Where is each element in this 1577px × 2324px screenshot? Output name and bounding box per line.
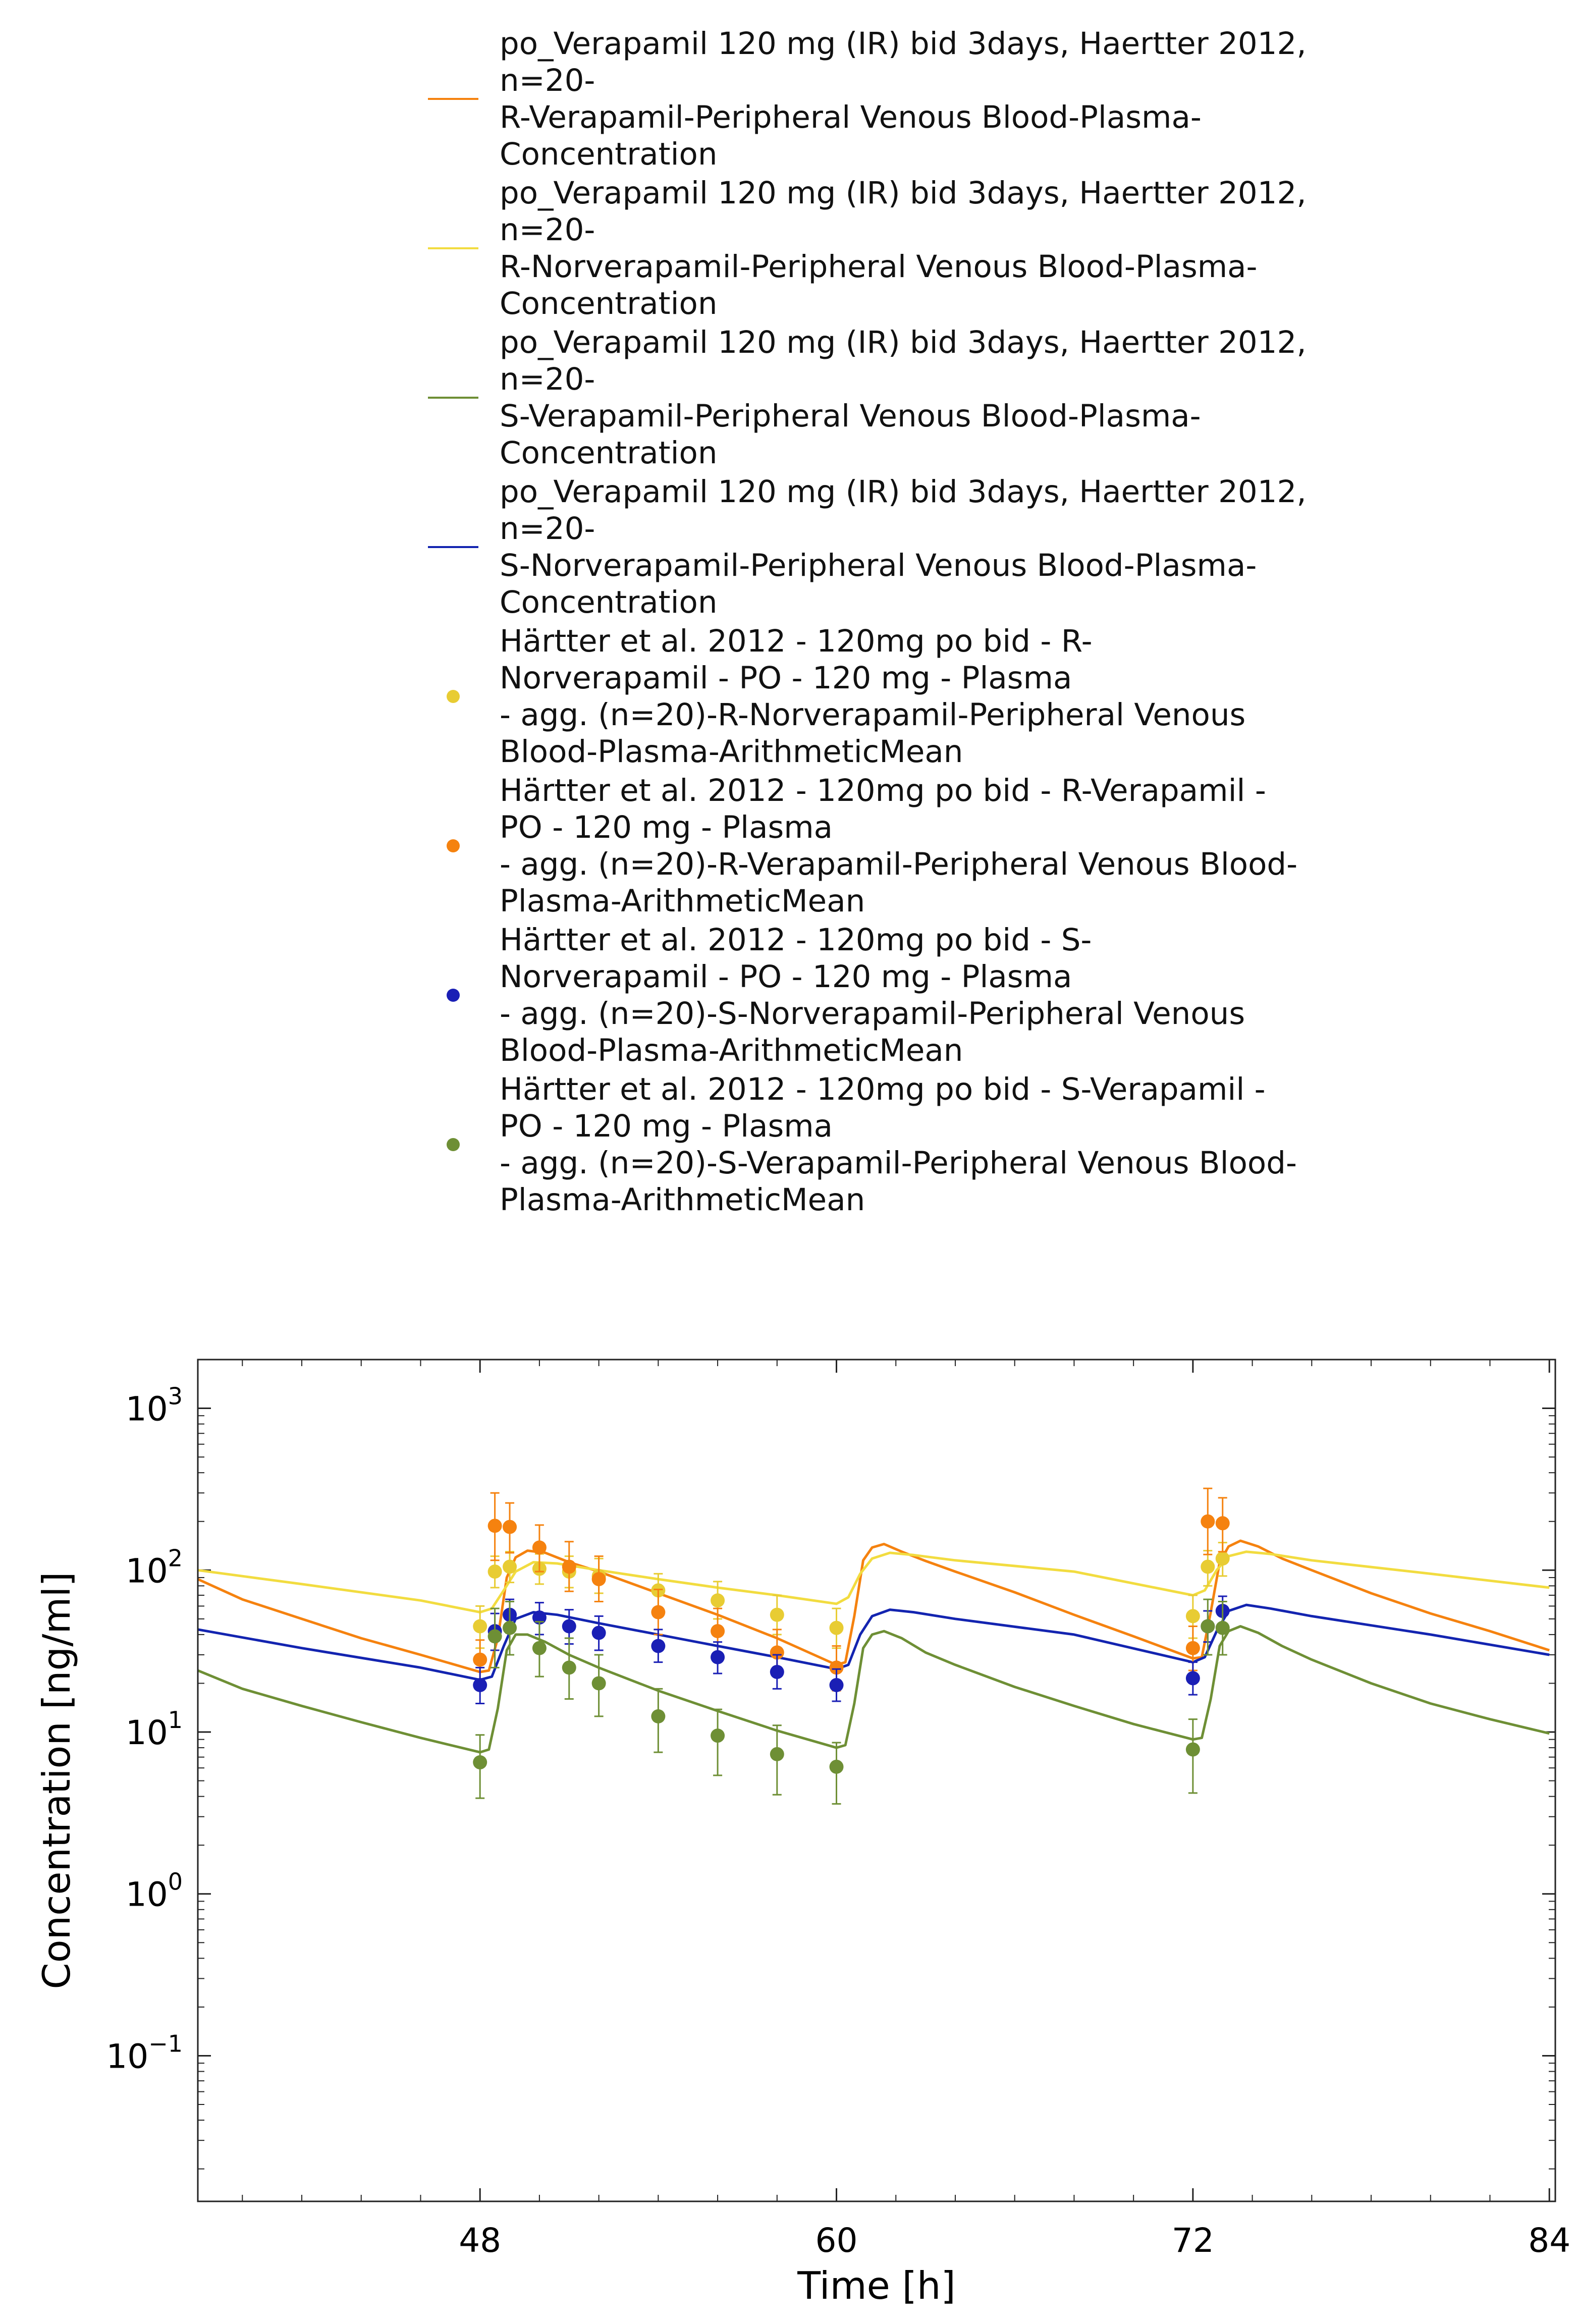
data-point	[503, 1620, 517, 1635]
data-point	[770, 1607, 784, 1622]
legend-line-swatch	[428, 397, 478, 399]
data-point	[1185, 1609, 1200, 1624]
data-point	[562, 1619, 576, 1634]
data-point	[473, 1652, 487, 1667]
axis-labels: 48 60 72 84 10−1 100 101 102 103 Time [h] Concentr…	[34, 1383, 1570, 2308]
y-tick-label: 100	[126, 1868, 183, 1914]
data-point	[829, 1660, 844, 1675]
x-tick-label: 72	[1172, 2221, 1214, 2260]
legend-label: Härtter et al. 2012 - 120mg po bid - S- …	[500, 922, 1245, 1068]
x-axis-title: Time [h]	[797, 2263, 955, 2308]
data-point	[651, 1709, 666, 1723]
x-tick-label: 48	[459, 2221, 501, 2260]
data-point	[562, 1660, 576, 1675]
data-point	[487, 1564, 502, 1579]
data-point	[651, 1605, 666, 1619]
data-point	[487, 1629, 502, 1644]
data-point	[473, 1755, 487, 1770]
simulation-curves	[197, 1539, 1550, 1754]
legend-item-s-norverapamil-observed: Härtter et al. 2012 - 120mg po bid - S- …	[419, 922, 1529, 1069]
legend-label: po_Verapamil 120 mg (IR) bid 3days, Haer…	[500, 26, 1307, 172]
data-point	[1215, 1516, 1230, 1531]
data-point	[487, 1519, 502, 1533]
data-point	[770, 1645, 784, 1660]
legend-line-swatch	[428, 98, 478, 100]
data-point	[829, 1620, 844, 1635]
legend-line-swatch	[428, 247, 478, 249]
data-point	[591, 1626, 606, 1640]
data-point	[532, 1540, 547, 1555]
simulation-line	[197, 1539, 1550, 1673]
data-point	[1185, 1641, 1200, 1655]
legend-item-r-verapamil-observed: Härtter et al. 2012 - 120mg po bid - R-V…	[419, 772, 1529, 920]
data-point	[829, 1759, 844, 1774]
simulation-line	[197, 1550, 1550, 1614]
data-point	[1215, 1551, 1230, 1566]
legend-label: Härtter et al. 2012 - 120mg po bid - R- …	[500, 623, 1246, 770]
x-tick-label: 60	[815, 2221, 858, 2260]
legend-label: po_Verapamil 120 mg (IR) bid 3days, Haer…	[500, 474, 1307, 620]
data-point	[591, 1572, 606, 1587]
data-point	[711, 1728, 725, 1743]
data-point	[473, 1619, 487, 1634]
legend-marker-swatch	[447, 690, 460, 703]
observed-data	[473, 1487, 1230, 1805]
data-point	[503, 1559, 517, 1574]
y-tick-label: 10−1	[106, 2030, 183, 2076]
legend-item-s-norverapamil-simulation: po_Verapamil 120 mg (IR) bid 3days, Haer…	[419, 473, 1529, 621]
legend-item-r-norverapamil-observed: Härtter et al. 2012 - 120mg po bid - R- …	[419, 623, 1529, 770]
data-point	[711, 1593, 725, 1608]
legend-marker-swatch	[447, 1138, 460, 1151]
y-tick-label: 101	[126, 1706, 183, 1752]
legend-label: Härtter et al. 2012 - 120mg po bid - S-V…	[500, 1071, 1297, 1218]
legend-item-s-verapamil-observed: Härtter et al. 2012 - 120mg po bid - S-V…	[419, 1071, 1529, 1218]
legend-line-swatch	[428, 546, 478, 548]
data-point	[770, 1664, 784, 1679]
simulation-line	[197, 1603, 1550, 1682]
legend-label: po_Verapamil 120 mg (IR) bid 3days, Haer…	[500, 175, 1307, 321]
data-point	[1215, 1620, 1230, 1635]
data-point	[473, 1678, 487, 1692]
data-point	[1185, 1671, 1200, 1686]
data-point	[711, 1650, 725, 1664]
x-tick-label: 84	[1528, 2221, 1570, 2260]
data-point	[562, 1559, 576, 1574]
data-point	[1201, 1514, 1215, 1529]
simulation-line	[197, 1625, 1550, 1754]
data-point	[591, 1676, 606, 1691]
axis-ticks	[198, 1359, 1555, 2201]
data-point	[651, 1639, 666, 1653]
data-point	[770, 1747, 784, 1761]
data-point	[1201, 1619, 1215, 1634]
data-point	[829, 1678, 844, 1692]
data-point	[503, 1520, 517, 1534]
data-point	[1201, 1559, 1215, 1574]
data-point	[711, 1624, 725, 1639]
legend-marker-swatch	[447, 989, 460, 1002]
plot-area	[197, 1359, 1556, 2202]
data-point	[1185, 1742, 1200, 1757]
legend-label: po_Verapamil 120 mg (IR) bid 3days, Haer…	[500, 325, 1307, 471]
y-tick-label: 103	[126, 1383, 183, 1429]
legend-item-r-verapamil-simulation: po_Verapamil 120 mg (IR) bid 3days, Haer…	[419, 25, 1529, 173]
legend-marker-swatch	[447, 839, 460, 852]
legend-label: Härtter et al. 2012 - 120mg po bid - R-V…	[500, 773, 1298, 919]
legend: po_Verapamil 120 mg (IR) bid 3days, Haer…	[419, 25, 1529, 1220]
y-tick-label: 102	[126, 1544, 183, 1590]
legend-item-r-norverapamil-simulation: po_Verapamil 120 mg (IR) bid 3days, Haer…	[419, 175, 1529, 322]
y-axis-title: Concentration [ng/ml]	[34, 1572, 79, 1989]
legend-item-s-verapamil-simulation: po_Verapamil 120 mg (IR) bid 3days, Haer…	[419, 324, 1529, 471]
data-point	[532, 1641, 547, 1655]
